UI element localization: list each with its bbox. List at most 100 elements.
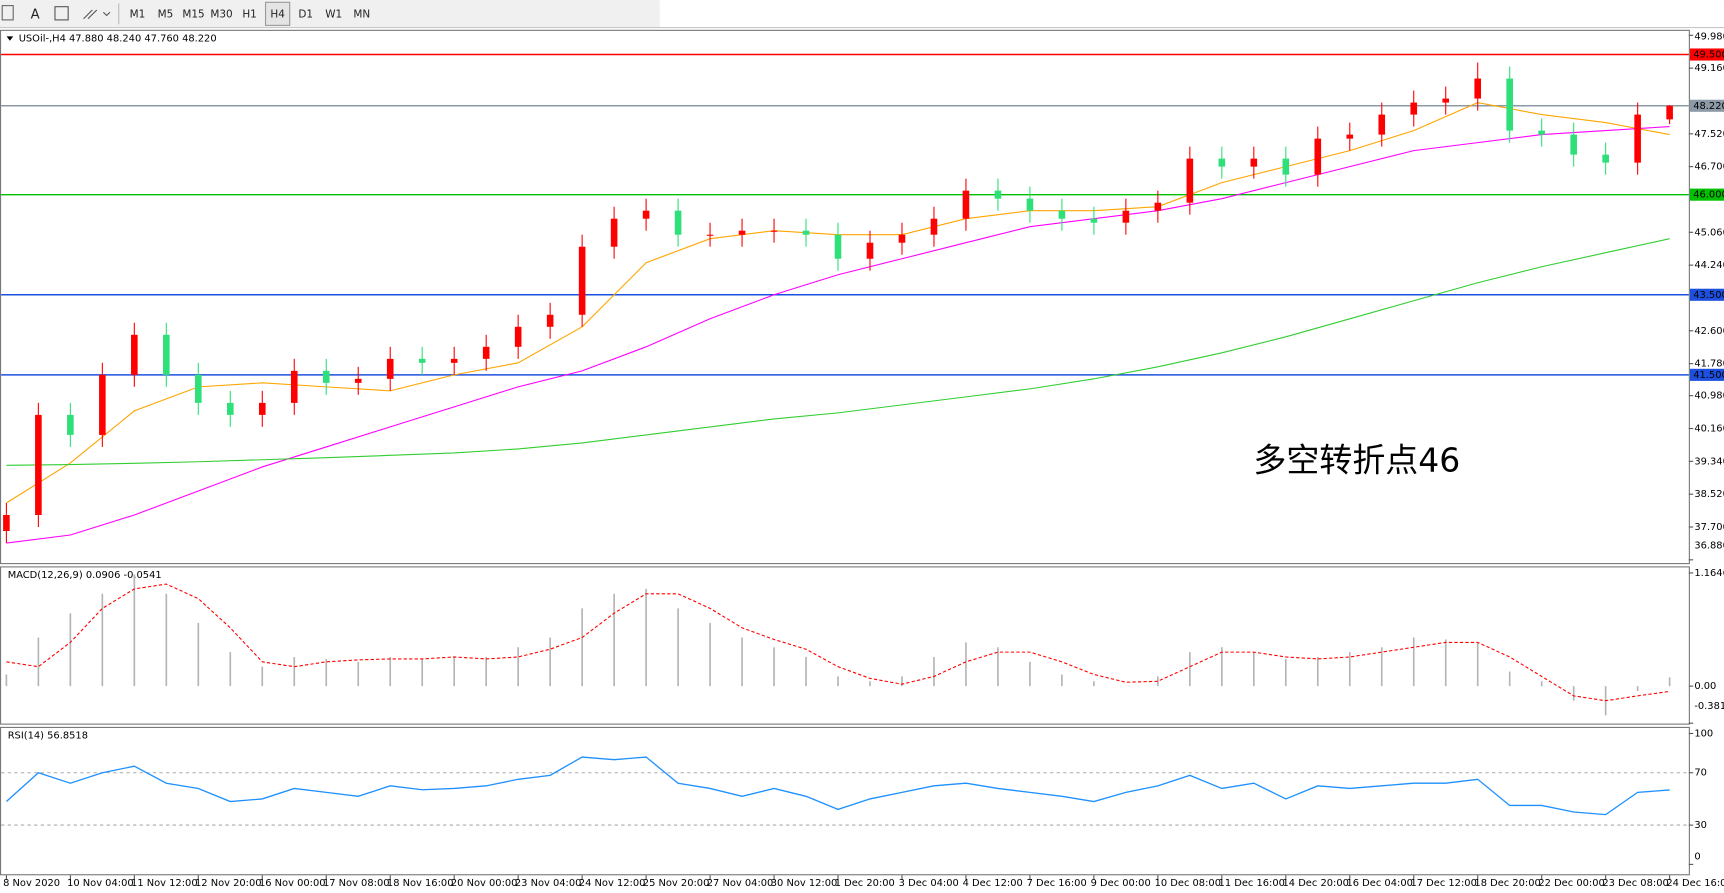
x-tick-label: 18 Dec 20:00	[1474, 878, 1540, 889]
candle-body	[1474, 78, 1482, 99]
y-tick-label: 38.520	[1694, 489, 1724, 500]
x-tick-label: 7 Dec 16:00	[1027, 878, 1087, 889]
candle-body	[1442, 98, 1450, 103]
candle-body	[898, 234, 906, 243]
main-window: USOil-,H4 47.880 48.240 47.760 48.220 MA…	[0, 29, 1690, 876]
x-tick-label: 30 Nov 12:00	[771, 878, 838, 889]
candle-body	[482, 346, 490, 359]
timeframe-button[interactable]: D1	[298, 8, 313, 20]
main-panel	[0, 29, 1690, 565]
timeframe-button[interactable]: H4	[270, 8, 285, 20]
timeframe-button[interactable]: M30	[210, 8, 232, 20]
menu-arrow[interactable]	[6, 36, 14, 41]
x-tick-label: 8 Nov 2020	[3, 878, 60, 889]
y-tick-label: 45.060	[1694, 227, 1724, 238]
x-tick-label: 25 Nov 20:00	[643, 878, 710, 889]
candle-body	[1122, 210, 1130, 223]
candle-body	[67, 414, 74, 435]
arrows-tool[interactable]	[83, 9, 111, 20]
timeframe-button[interactable]: M5	[158, 8, 174, 20]
y-tick-label: 39.340	[1694, 456, 1724, 467]
y-tick-label: 42.600	[1694, 326, 1724, 337]
candle-body	[642, 210, 650, 219]
macd-panel	[0, 566, 1690, 725]
level-tag	[1689, 288, 1724, 301]
candle-body	[738, 230, 746, 235]
y-tick-label: 40.980	[1694, 391, 1724, 402]
level-tag-label: 49.500	[1693, 50, 1724, 61]
timeframe-button[interactable]: W1	[325, 8, 342, 20]
level-tag-label: 43.500	[1693, 290, 1724, 301]
active-button	[264, 1, 291, 26]
candle-body	[1282, 158, 1290, 175]
x-tick-label: 16 Nov 00:00	[259, 878, 326, 889]
x-tick-label: 4 Dec 12:00	[963, 878, 1023, 889]
rsi-line	[5, 756, 1670, 816]
tool-icon[interactable]	[1, 5, 14, 21]
toolbar-empty	[659, 0, 1724, 28]
y-tick-label: 1.1646	[1694, 568, 1724, 579]
timeframe-button[interactable]: H1	[242, 8, 257, 20]
x-tick-label: 23 Nov 04:00	[515, 878, 582, 889]
y-tick-label: 49.160	[1694, 63, 1724, 74]
candle-body	[546, 314, 554, 327]
candle-body	[930, 218, 938, 235]
x-tick-label: 20 Nov 00:00	[451, 878, 518, 889]
candle-body	[1026, 198, 1034, 211]
moving-average	[6, 238, 1670, 466]
candle-body	[770, 230, 778, 232]
timeframe-button[interactable]: M15	[182, 8, 204, 20]
x-tick-label: 12 Nov 20:00	[195, 878, 262, 889]
level-tag	[1689, 48, 1724, 61]
candle-body	[1506, 78, 1513, 131]
timeframe-button[interactable]: M1	[130, 8, 146, 20]
candle-body	[1090, 218, 1098, 223]
candle-body	[258, 402, 266, 415]
text-tool[interactable]: A	[31, 7, 40, 22]
candle-body	[1218, 158, 1226, 167]
toolbar: A M1 M5 M15 M30 H1 H4 D1 W1 MN	[0, 0, 1724, 29]
x-tick-label: 17 Nov 08:00	[323, 878, 390, 889]
level-tag-label: 48.220	[1693, 101, 1724, 112]
rsi-title: RSI(14) 56.8518	[8, 731, 88, 742]
level-tag-label: 46.000	[1693, 190, 1724, 201]
candle-body	[1666, 105, 1673, 120]
candle-body	[1538, 130, 1545, 135]
level-tag-label: 41.500	[1693, 370, 1724, 381]
candle-body	[450, 358, 458, 363]
timeframes: M1 M5 M15 M30 H1 H4 D1 W1 MN	[130, 1, 370, 26]
x-tick-label: 27 Nov 04:00	[707, 878, 774, 889]
macd-title: MACD(12,26,9) 0.0906 -0.0541	[8, 570, 162, 581]
candle-body	[1186, 158, 1194, 203]
line-chart: 100 70 30 0	[1, 728, 1713, 865]
y-tick-label: 0.00	[1694, 681, 1716, 692]
plots: 49.980 49.160 47.520 46.700 45.060 44.240 42.6…	[1, 31, 1724, 889]
moving-average	[6, 126, 1670, 544]
candle-body	[578, 246, 586, 315]
candle-body	[1250, 158, 1258, 167]
candle-body	[834, 234, 842, 259]
candle-body	[322, 370, 330, 383]
candle-body	[802, 230, 810, 235]
timeframe-button[interactable]: MN	[353, 8, 370, 20]
candlestick-chart: 49.980 49.160 47.520 46.700 45.060 44.240 42.6…	[1, 31, 1724, 561]
x-tick-label: 9 Dec 00:00	[1091, 878, 1151, 889]
y-tick-label: 47.520	[1694, 129, 1724, 140]
candle-body	[99, 374, 106, 435]
label-tool[interactable]	[54, 6, 69, 21]
candle-body	[3, 514, 10, 532]
y-tick-label: 36.880	[1694, 540, 1724, 551]
candle-body	[1346, 134, 1354, 139]
x-tick-label: 23 Dec 08:00	[1602, 878, 1668, 889]
x-tick-label: 10 Nov 04:00	[67, 878, 134, 889]
level-tag	[1689, 99, 1724, 112]
candle-body	[962, 190, 970, 219]
x-tick-label: 11 Nov 12:00	[131, 878, 198, 889]
y-tick-label: 0	[1694, 852, 1700, 863]
candle-body	[1378, 114, 1386, 135]
candle-body	[131, 334, 138, 375]
annotation: 多空转折点46	[1253, 440, 1460, 479]
x-tick-label: 1 Dec 20:00	[835, 878, 895, 889]
